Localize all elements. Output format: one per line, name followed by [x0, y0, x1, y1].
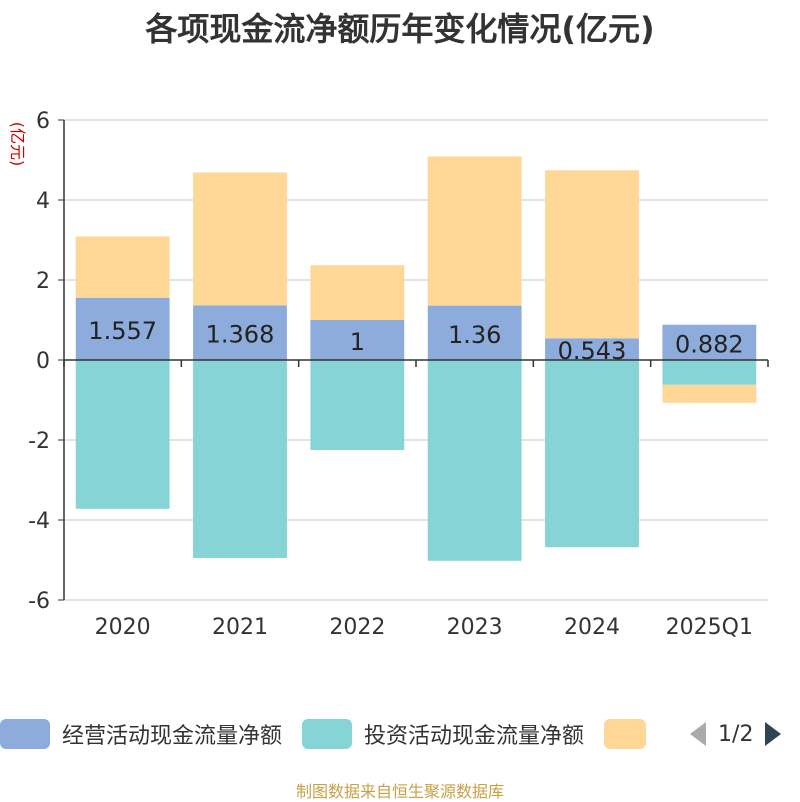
chart-title: 各项现金流净额历年变化情况(亿元): [145, 10, 655, 48]
y-tick-label: 4: [36, 189, 50, 214]
bar-segment: [75, 360, 170, 509]
bar-segment: [545, 360, 639, 548]
legend-item-investing[interactable]: 投资活动现金流量净额: [302, 718, 584, 750]
legend-page-indicator: 1/2: [718, 721, 754, 747]
bar-segment: [193, 360, 287, 558]
bar-segment: [545, 338, 639, 360]
data-label: 1: [350, 328, 365, 356]
source-note: 制图数据来自恒生聚源数据库: [295, 782, 504, 801]
x-tick-label: 2023: [447, 615, 503, 640]
y-tick-label: 6: [36, 109, 50, 134]
bar-segment: [545, 170, 639, 339]
bar-segment: [427, 360, 522, 561]
bar-segment: [662, 324, 757, 360]
legend-label-investing: 投资活动现金流量净额: [364, 724, 585, 749]
legend-swatch-financing: [604, 719, 647, 749]
legend-label-operating: 经营活动现金流量净额: [62, 724, 283, 749]
bar-segment: [310, 360, 405, 450]
bar-segment: [193, 172, 287, 306]
legend: 经营活动现金流量净额 投资活动现金流量净额 1/2: [0, 716, 800, 752]
bar-segment: [75, 297, 170, 360]
bar-segment: [427, 156, 522, 306]
data-label: 0.882: [675, 330, 744, 358]
x-tick-label: 2021: [212, 615, 268, 640]
bar-segment: [75, 236, 170, 298]
data-label: 1.368: [206, 321, 275, 349]
bar-segment: [427, 305, 522, 360]
chevron-right-icon[interactable]: [763, 720, 783, 748]
x-tick-label: 2022: [329, 615, 385, 640]
bar-segment: [193, 305, 287, 360]
y-tick-label: 2: [36, 269, 50, 294]
y-tick-label: -4: [28, 509, 50, 534]
data-label: 0.543: [558, 337, 627, 365]
y-tick-label: 0: [36, 349, 50, 374]
chevron-left-icon[interactable]: [688, 720, 708, 748]
bar-segment: [310, 265, 405, 320]
x-tick-label: 2024: [564, 615, 620, 640]
y-tick-label: -6: [28, 589, 50, 614]
bar-segment: [662, 384, 757, 403]
bar-segment: [310, 320, 405, 360]
y-tick-label: -2: [28, 429, 50, 454]
legend-swatch-operating: [0, 719, 50, 749]
legend-item-operating[interactable]: 经营活动现金流量净额: [0, 718, 282, 750]
legend-item-financing[interactable]: [604, 719, 647, 749]
data-label: 1.557: [88, 317, 157, 345]
legend-pager: 1/2: [688, 720, 783, 748]
chart-plot: -6 -4 -2 0 2 4 6 (亿元) 1.557 1.368 1 1.36 0.543 0.882 2…: [8, 109, 769, 640]
bar-segment: [662, 360, 757, 385]
y-axis-label: (亿元): [8, 122, 27, 167]
legend-swatch-investing: [302, 719, 353, 749]
data-label: 1.36: [448, 321, 501, 349]
x-tick-label: 2025Q1: [666, 615, 753, 640]
x-tick-label: 2020: [95, 615, 151, 640]
